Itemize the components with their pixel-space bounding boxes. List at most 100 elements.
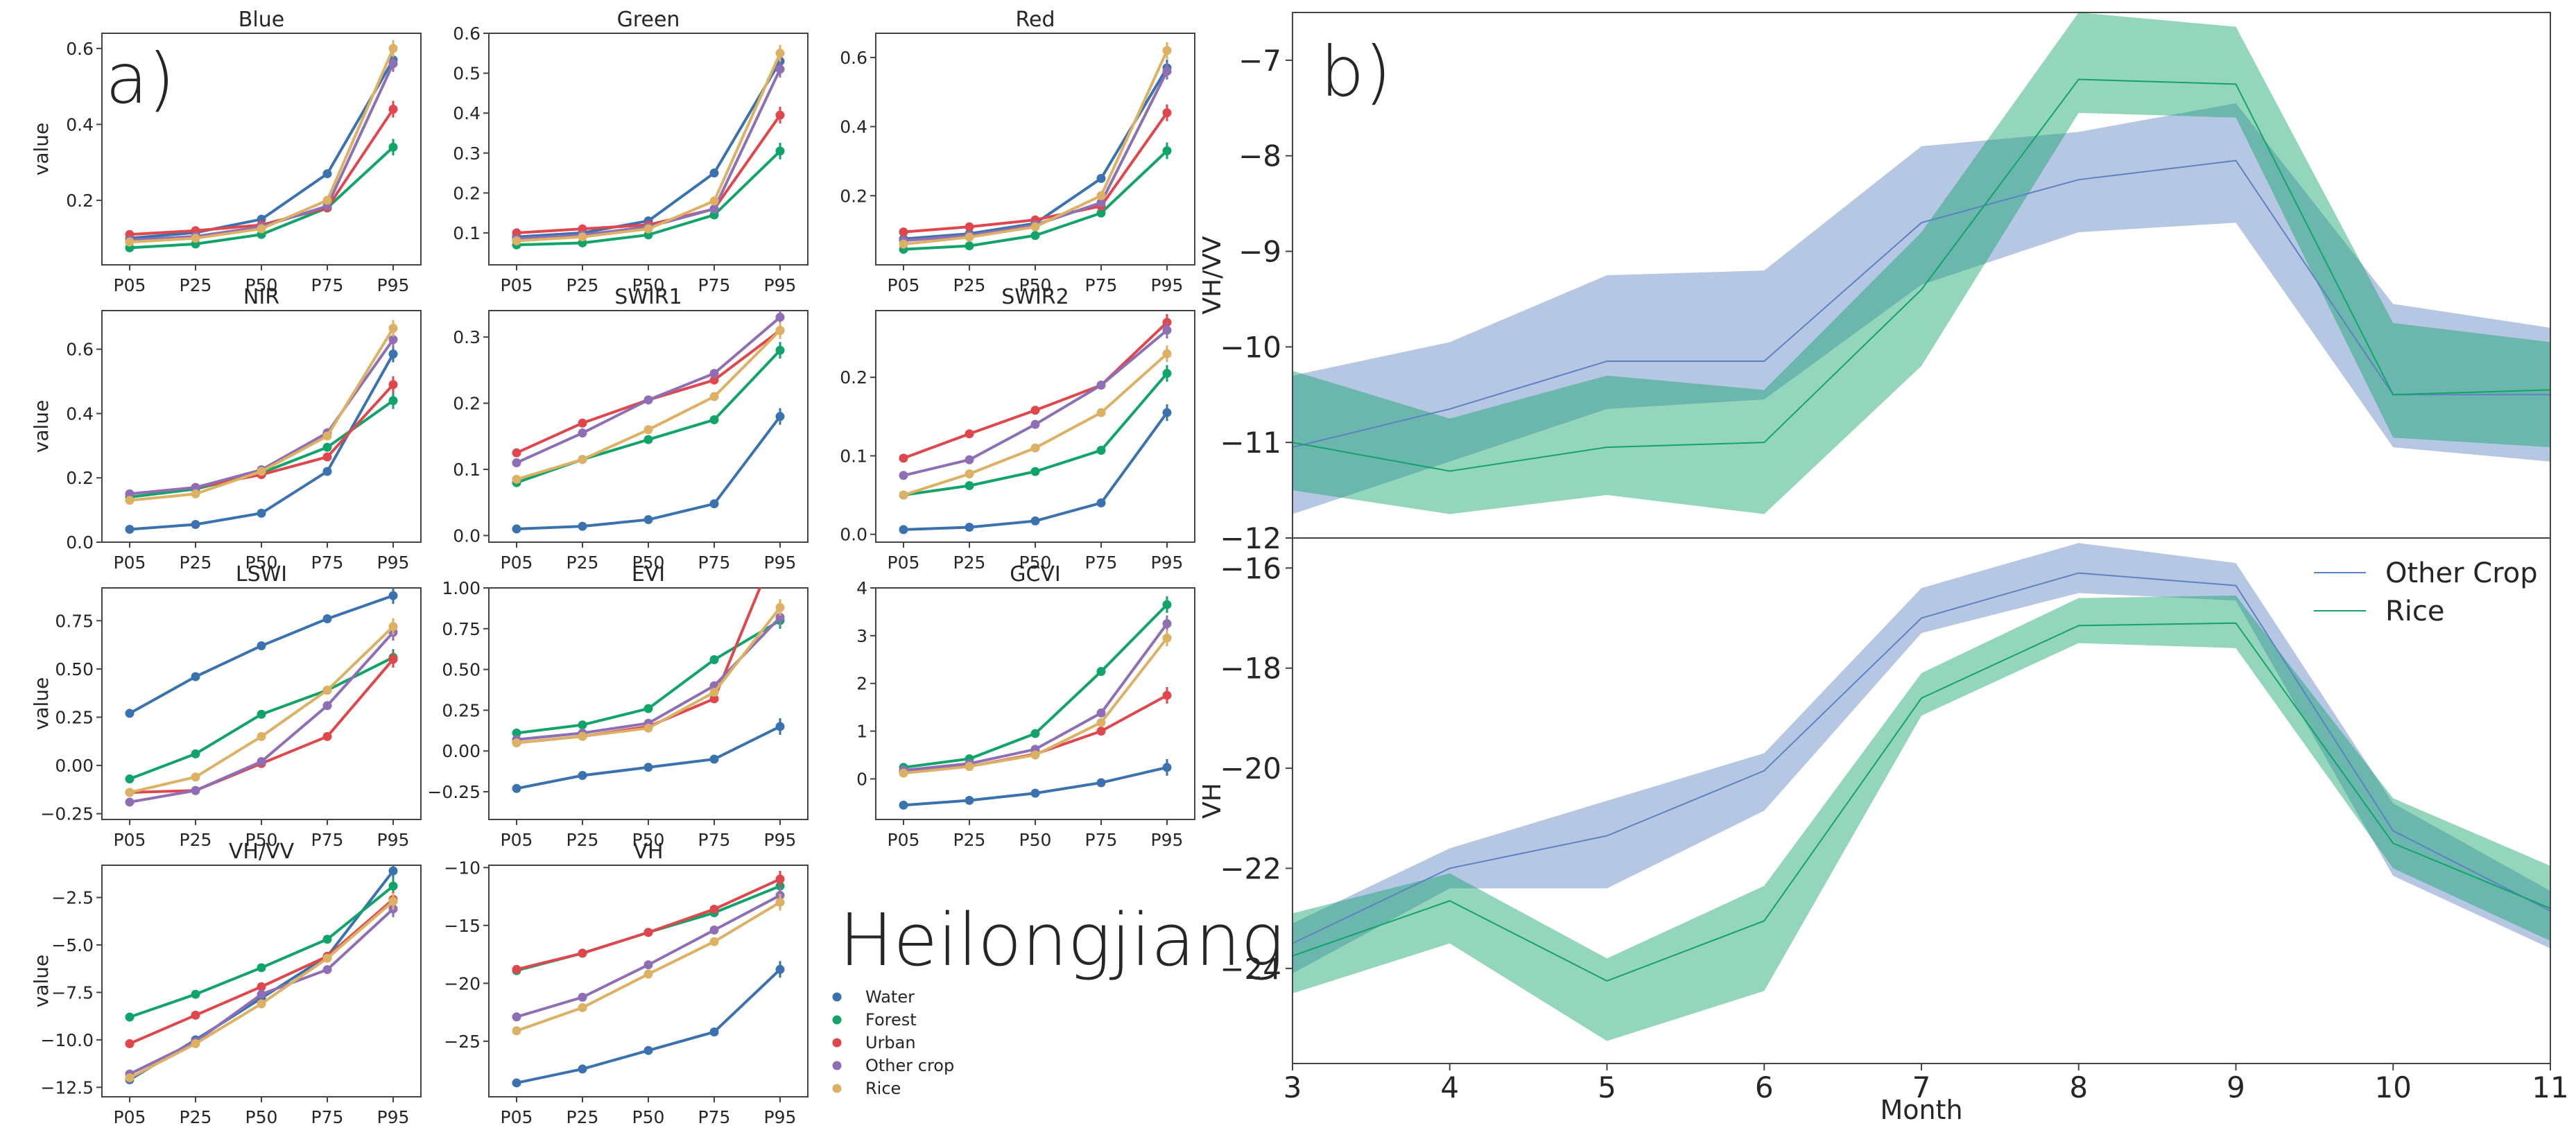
data-point: [388, 105, 398, 114]
data-point: [257, 963, 266, 973]
data-point: [775, 146, 785, 156]
legend-marker-water: [832, 992, 842, 1002]
subplot-title: SWIR2: [1001, 285, 1069, 309]
data-point: [322, 196, 332, 205]
x-tick-label: P25: [567, 553, 599, 573]
data-point: [512, 1012, 521, 1022]
mean-line-other-crop: [1293, 159, 2550, 449]
data-point: [775, 964, 785, 974]
legend-marker-rice: [832, 1084, 842, 1093]
y-tick-label: 1.00: [442, 578, 481, 598]
series-group: [1293, 543, 2550, 1041]
y-tick-label: −7: [1238, 44, 1281, 78]
data-point: [965, 469, 974, 478]
subplot-title: VH: [633, 840, 663, 864]
series-group: [899, 42, 1172, 254]
data-point: [1162, 600, 1172, 609]
series-group: [512, 44, 785, 250]
data-point: [709, 904, 719, 914]
data-point: [322, 614, 332, 624]
y-tick-label: 0.6: [66, 39, 94, 59]
data-point: [1030, 516, 1040, 526]
x-tick-label: 9: [2227, 1070, 2245, 1104]
data-point: [191, 786, 200, 795]
data-point: [257, 641, 266, 650]
y-tick-label: −12: [1220, 521, 1281, 555]
x-tick-label: P75: [311, 553, 344, 573]
panel-b-label: b): [1320, 31, 1392, 112]
data-point: [899, 800, 908, 810]
y-tick-label: 0.75: [55, 611, 94, 631]
series-line-water: [129, 353, 395, 531]
y-tick-label: −10: [1220, 330, 1281, 364]
data-point: [512, 738, 521, 747]
data-point: [643, 515, 653, 525]
data-point: [125, 788, 135, 797]
data-point: [578, 521, 587, 531]
data-point: [965, 762, 974, 772]
x-tick-label: P95: [377, 275, 410, 295]
subplot-title: Blue: [239, 8, 284, 32]
data-point: [775, 345, 785, 355]
data-point: [709, 694, 719, 704]
timeseries-vh-vv: −12 −11 −10 −9 −8 −7 VH/VV: [1198, 12, 2551, 555]
data-point: [1096, 173, 1106, 183]
data-point: [965, 455, 974, 465]
subplot-title: NIR: [243, 285, 279, 309]
series-group: [1293, 12, 2550, 514]
subplot-title: EVI: [632, 562, 665, 587]
y-tick-label: 0.00: [55, 756, 94, 776]
y-tick-label: −18: [1220, 652, 1281, 686]
data-point: [1030, 788, 1040, 798]
data-point: [322, 169, 332, 179]
subplot-swir1: SWIR1 P05 P25 P50 P75 P95 0.0 0.1 0.2 0.3: [453, 285, 809, 573]
data-point: [709, 204, 719, 214]
band-other-crop: [1293, 543, 2550, 974]
subplot-title: Red: [1016, 8, 1055, 32]
data-point: [1096, 727, 1106, 736]
x-tick-label: P50: [632, 1107, 665, 1127]
data-point: [578, 770, 587, 780]
data-point: [388, 142, 398, 152]
data-point: [1030, 222, 1040, 232]
x-tick-label: P75: [698, 553, 731, 573]
x-tick-label: P95: [377, 830, 410, 850]
data-point: [125, 496, 135, 505]
series-group: [125, 40, 398, 252]
series-line-other-crop: [903, 70, 1168, 243]
x-tick-label: P25: [953, 275, 986, 295]
x-tick-label: P95: [764, 553, 797, 573]
data-point: [1096, 198, 1106, 207]
legend-label: Water: [865, 987, 915, 1007]
y-tick-label: −7.5: [51, 982, 94, 1003]
x-tick-label: P95: [1151, 275, 1184, 295]
x-tick-label: P50: [1019, 830, 1052, 850]
data-point: [1162, 146, 1172, 155]
data-point: [578, 948, 587, 958]
x-tick-label: P50: [245, 830, 278, 850]
data-point: [191, 672, 200, 682]
data-point: [1162, 325, 1172, 335]
series-line-forest: [903, 603, 1168, 769]
data-point: [578, 731, 587, 741]
y-tick-label: −8: [1238, 139, 1281, 173]
data-point: [322, 701, 332, 711]
x-tick-label: P75: [1085, 275, 1118, 295]
data-point: [257, 709, 266, 719]
data-point: [125, 709, 135, 718]
legend-marker-forest: [832, 1015, 842, 1025]
data-point: [1162, 619, 1172, 629]
x-tick-label: P25: [567, 1107, 599, 1127]
subplot-title: GCVI: [1010, 562, 1061, 587]
x-tick-label: P75: [698, 275, 731, 295]
legend-label: Rice: [865, 1079, 901, 1098]
data-point: [709, 654, 719, 664]
legend-label: Forest: [865, 1010, 917, 1030]
data-point: [125, 237, 135, 247]
data-point: [1096, 667, 1106, 677]
y-tick-label: 0.50: [442, 660, 481, 680]
data-point: [125, 524, 135, 534]
data-point: [191, 483, 200, 492]
series-line-urban: [129, 658, 395, 795]
y-tick-label: −10: [444, 858, 481, 878]
